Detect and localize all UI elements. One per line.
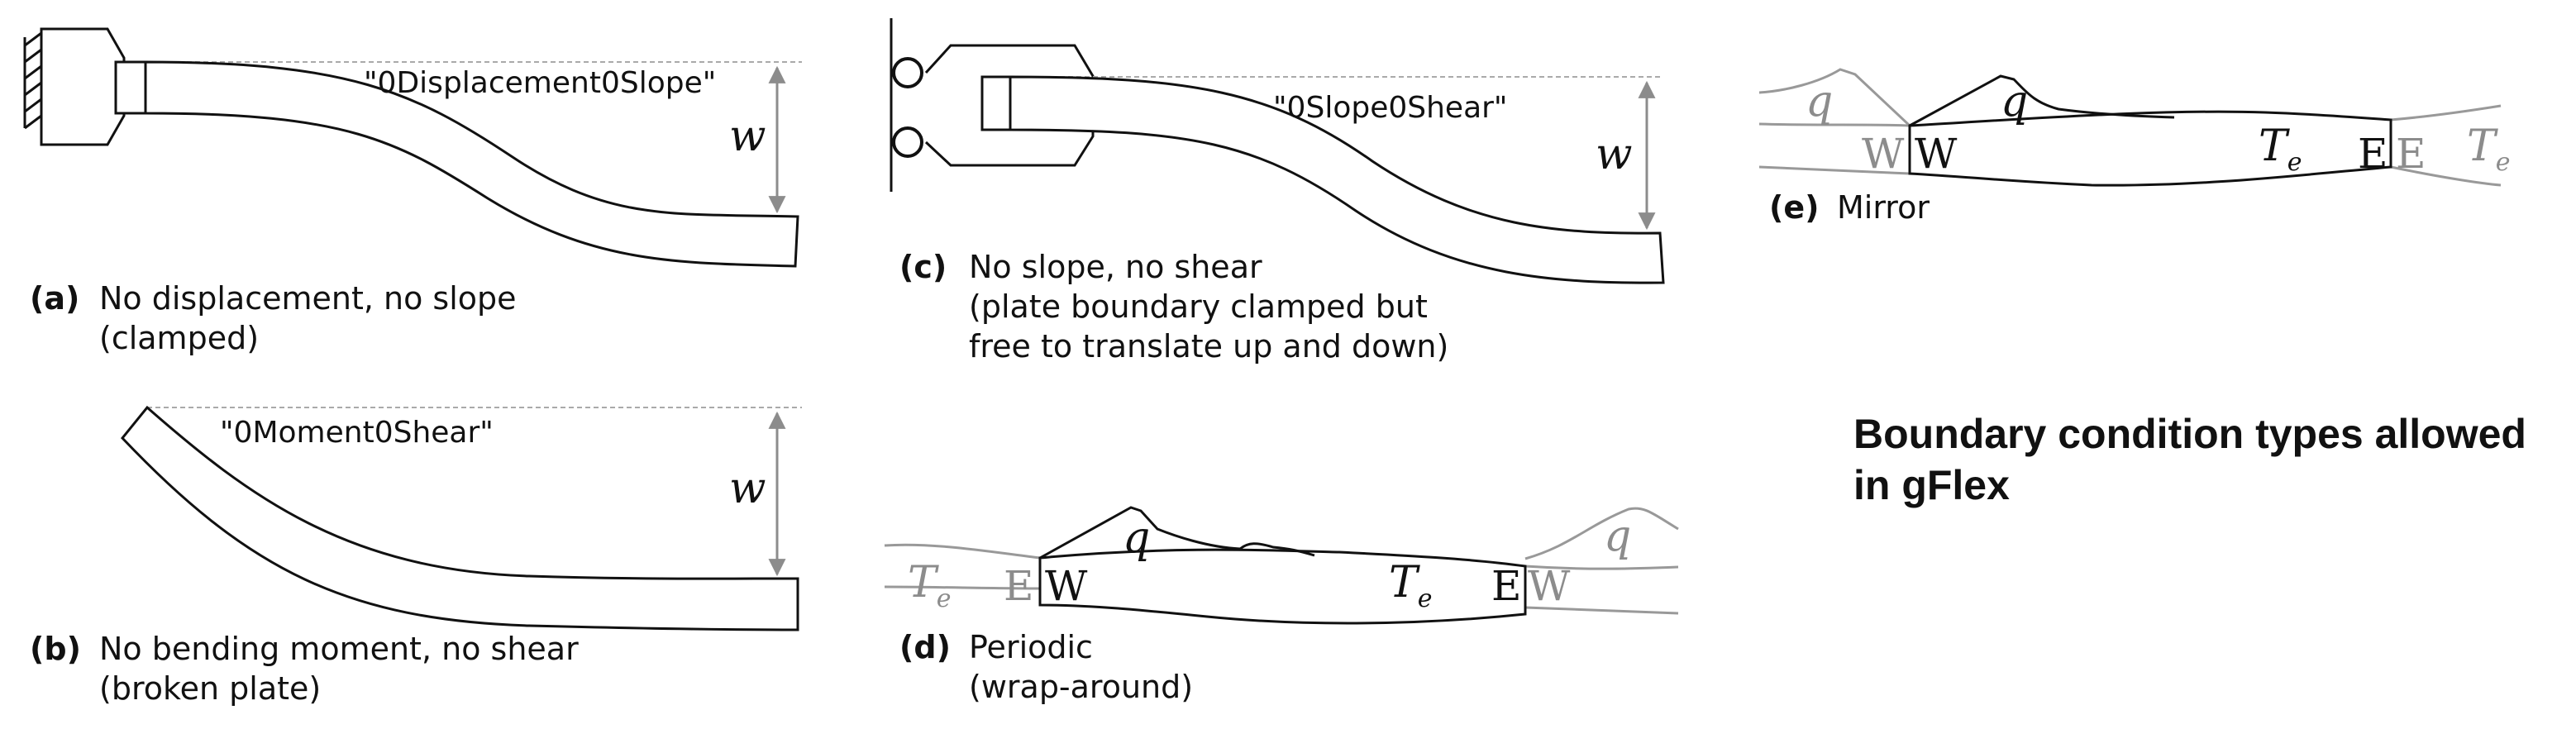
caption-line-1: No displacement, no slope — [99, 280, 517, 317]
caption-letter: (c) — [899, 249, 947, 285]
ghost-plate-left — [1758, 122, 1911, 127]
caption-line-2: (broken plate) — [99, 670, 321, 707]
ghost-plate-right — [1524, 565, 1679, 570]
caption-line-2: (clamped) — [99, 320, 259, 356]
ghost-west-label: W — [1528, 562, 1571, 610]
caption-letter: (a) — [30, 280, 79, 317]
caption-line-1: No slope, no shear — [969, 249, 1262, 285]
te-subscript: e — [1418, 584, 1433, 613]
te-subscript: e — [937, 584, 952, 613]
roller-top — [892, 57, 923, 88]
flexed-plate — [1009, 75, 1665, 284]
roller-bottom — [892, 126, 923, 158]
clamp-jaw — [114, 60, 147, 115]
panel-a: w "0Displacement0Slope" (a) No displacem… — [23, 27, 802, 356]
caption-letter: (d) — [899, 629, 951, 665]
load-label: q — [1123, 513, 1150, 563]
west-label: W — [1915, 130, 1958, 178]
east-label: E — [2358, 130, 2388, 178]
te-symbol: T — [2467, 122, 2498, 171]
caption-line-3: free to translate up and down) — [969, 328, 1448, 364]
clamp-housing — [40, 27, 126, 146]
ghost-load-label: q — [1604, 512, 1631, 561]
te-symbol: T — [908, 558, 939, 608]
caption-line-2: (wrap-around) — [969, 669, 1193, 705]
caption-line-1: No bending moment, no shear — [99, 631, 579, 667]
panel-d: q Te Te E W E W q (d) Periodic (wrap-aro… — [884, 506, 1679, 705]
deflection-label: w — [1596, 130, 1633, 179]
ghost-west-label: W — [1862, 130, 1905, 178]
flexed-plate — [144, 60, 799, 268]
bc-code-label: "0Slope0Shear" — [1273, 91, 1507, 125]
ghost-plate-right — [2390, 104, 2502, 122]
ghost-load-label: q — [1806, 77, 1833, 126]
fixed-wall-hatch — [23, 31, 42, 130]
ghost-te-label: Te — [2467, 122, 2510, 177]
west-label: W — [1045, 562, 1088, 610]
load-label: q — [2001, 77, 2028, 126]
ghost-plate-right — [2390, 165, 2502, 187]
caption-letter: (b) — [30, 631, 81, 667]
te-symbol: T — [1389, 558, 1420, 608]
broken-plate — [121, 405, 799, 631]
clamp-jaw — [980, 75, 1012, 131]
ghost-east-label: E — [2396, 130, 2426, 178]
panel-b: w "0Moment0Shear" (b) No bending moment,… — [30, 405, 802, 707]
deflection-label: w — [729, 112, 766, 161]
bc-code-label: "0Moment0Shear" — [220, 416, 494, 450]
load-profile — [1039, 506, 1315, 560]
ghost-plate-left — [1758, 165, 1911, 175]
elastic-thickness-label: Te — [2259, 122, 2302, 177]
te-symbol: T — [2259, 122, 2290, 171]
ghost-plate-left — [884, 543, 1041, 560]
deflection-label: w — [729, 464, 766, 513]
figure-title-line-2: in gFlex — [1853, 462, 2010, 508]
east-label: E — [1491, 562, 1522, 610]
mirror-plate — [1908, 110, 2392, 187]
ghost-load-left — [1758, 68, 1911, 127]
caption-letter: (e) — [1769, 189, 1820, 226]
panel-e: q q Te Te W W E E (e) Mirror — [1758, 68, 2510, 226]
load-profile — [1909, 74, 2175, 127]
bc-code-label: "0Displacement0Slope" — [364, 66, 716, 100]
ghost-east-label: E — [1004, 562, 1034, 610]
figure-title-line-1: Boundary condition types allowed — [1853, 411, 2526, 457]
te-subscript: e — [2496, 148, 2511, 177]
ghost-plate-left — [884, 585, 1041, 590]
caption-line-2: (plate boundary clamped but — [969, 288, 1428, 325]
ghost-te-label: Te — [908, 558, 951, 613]
ghost-load-right — [1524, 507, 1679, 560]
panel-c: w "0Slope0Shear" (c) No slope, no shear … — [890, 18, 1665, 364]
te-subscript: e — [2287, 148, 2302, 177]
caption-line-1: Mirror — [1837, 189, 1930, 226]
caption-line-1: Periodic — [969, 629, 1093, 665]
periodic-plate — [1038, 548, 1527, 625]
elastic-thickness-label: Te — [1389, 558, 1432, 613]
ghost-plate-right — [1524, 606, 1679, 615]
